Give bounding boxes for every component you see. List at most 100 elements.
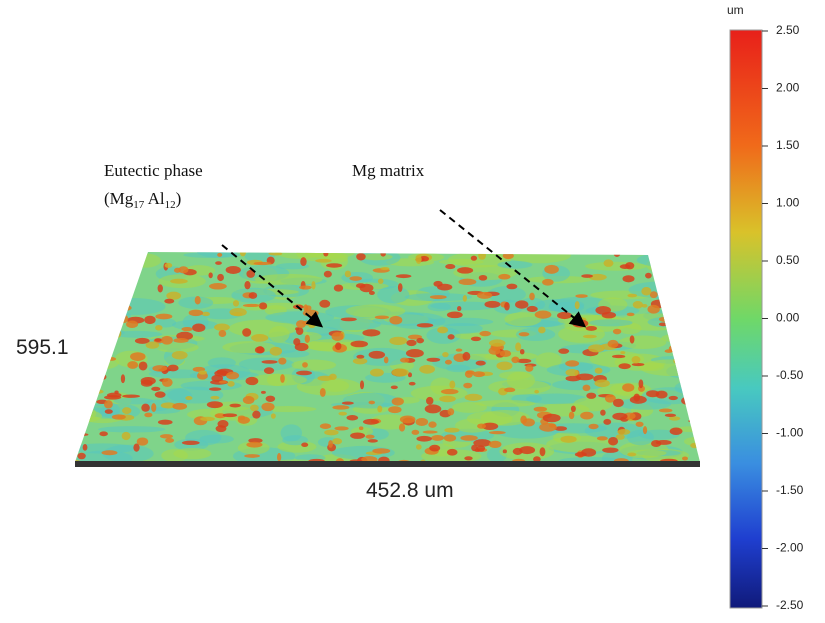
texture-peak bbox=[395, 274, 412, 279]
texture-peak bbox=[374, 315, 390, 320]
texture-peak bbox=[210, 395, 220, 400]
texture-peak bbox=[368, 290, 375, 296]
formula-part: Al bbox=[144, 189, 165, 208]
texture-peak bbox=[574, 301, 580, 310]
texture-peak bbox=[299, 285, 312, 290]
texture-peak bbox=[92, 252, 100, 258]
texture-patch bbox=[183, 252, 241, 259]
texture-peak bbox=[117, 309, 127, 317]
texture-peak bbox=[75, 252, 83, 262]
texture-patch bbox=[254, 273, 323, 286]
texture-peak bbox=[192, 323, 206, 332]
texture-patch bbox=[296, 252, 335, 262]
texture-peak bbox=[304, 334, 310, 344]
texture-peak bbox=[594, 379, 610, 388]
texture-patch bbox=[573, 397, 613, 412]
texture-peak bbox=[164, 262, 173, 269]
texture-peak bbox=[331, 331, 344, 341]
texture-peak bbox=[411, 429, 420, 435]
texture-peak bbox=[323, 270, 332, 278]
texture-peak bbox=[429, 295, 447, 300]
texture-peak bbox=[526, 305, 538, 313]
texture-peak bbox=[356, 253, 366, 261]
texture-peak bbox=[673, 357, 678, 364]
texture-peak bbox=[333, 284, 344, 292]
texture-peak bbox=[161, 378, 173, 387]
texture-peak bbox=[447, 334, 455, 340]
texture-peak bbox=[319, 423, 332, 429]
texture-peak bbox=[270, 413, 276, 419]
texture-peak bbox=[140, 379, 153, 387]
texture-peak bbox=[75, 356, 78, 365]
texture-peak bbox=[209, 387, 222, 391]
texture-patch bbox=[275, 263, 310, 270]
texture-peak bbox=[519, 348, 525, 355]
texture-peak bbox=[677, 279, 692, 284]
texture-peak bbox=[615, 434, 625, 440]
texture-peak bbox=[302, 362, 308, 368]
texture-peak bbox=[664, 413, 677, 417]
texture-peak bbox=[701, 390, 707, 397]
texture-peak bbox=[300, 257, 307, 267]
texture-peak bbox=[627, 293, 638, 298]
texture-patch bbox=[682, 332, 700, 344]
texture-peak bbox=[346, 415, 359, 421]
texture-patch bbox=[589, 350, 645, 368]
texture-peak bbox=[554, 426, 567, 431]
texture-peak bbox=[378, 456, 390, 462]
texture-peak bbox=[350, 432, 366, 439]
texture-peak bbox=[305, 305, 312, 311]
texture-peak bbox=[460, 435, 478, 441]
texture-peak bbox=[89, 252, 106, 257]
texture-peak bbox=[144, 412, 153, 418]
texture-peak bbox=[301, 442, 309, 448]
texture-peak bbox=[682, 456, 688, 461]
texture-peak bbox=[533, 456, 541, 462]
texture-peak bbox=[437, 326, 449, 334]
tick-label: -0.50 bbox=[776, 368, 804, 382]
texture-peak bbox=[477, 423, 487, 429]
texture-patch bbox=[75, 404, 97, 422]
texture-patch bbox=[321, 379, 350, 392]
texture-peak bbox=[91, 268, 101, 272]
texture-peak bbox=[75, 436, 76, 441]
texture-patch bbox=[654, 262, 700, 272]
formula-subscript: 17 bbox=[133, 199, 145, 211]
texture-peak bbox=[103, 289, 117, 296]
tick-label: 1.00 bbox=[776, 196, 800, 210]
tick-label: 2.00 bbox=[776, 81, 800, 95]
texture-peak bbox=[462, 295, 467, 302]
texture-peak bbox=[560, 435, 577, 443]
texture-peak bbox=[635, 421, 644, 427]
texture-peak bbox=[437, 283, 453, 291]
texture-peak bbox=[242, 396, 255, 404]
texture-peak bbox=[218, 329, 227, 338]
texture-peak bbox=[583, 334, 597, 339]
texture-peak bbox=[391, 397, 404, 406]
texture-peak bbox=[115, 263, 124, 268]
texture-peak bbox=[617, 429, 631, 435]
texture-peak bbox=[496, 361, 513, 371]
texture-peak bbox=[596, 436, 608, 441]
texture-patch bbox=[98, 426, 166, 433]
texture-peak bbox=[415, 418, 429, 426]
texture-patch bbox=[588, 319, 633, 327]
texture-peak bbox=[278, 357, 287, 365]
texture-peak bbox=[217, 252, 223, 257]
tick-label: -2.50 bbox=[776, 598, 804, 612]
texture-peak bbox=[620, 351, 626, 355]
texture-peak bbox=[619, 264, 631, 269]
texture-patch bbox=[546, 363, 611, 377]
texture-patch bbox=[327, 252, 349, 263]
texture-peak bbox=[388, 406, 402, 414]
texture-peak bbox=[655, 261, 663, 268]
texture-peak bbox=[416, 435, 432, 442]
texture-peak bbox=[476, 291, 493, 299]
texture-peak bbox=[419, 364, 436, 374]
texture-patch bbox=[222, 341, 276, 354]
texture-peak bbox=[75, 252, 85, 256]
texture-peak bbox=[245, 376, 259, 386]
texture-peak bbox=[107, 330, 121, 335]
texture-peak bbox=[75, 361, 77, 369]
